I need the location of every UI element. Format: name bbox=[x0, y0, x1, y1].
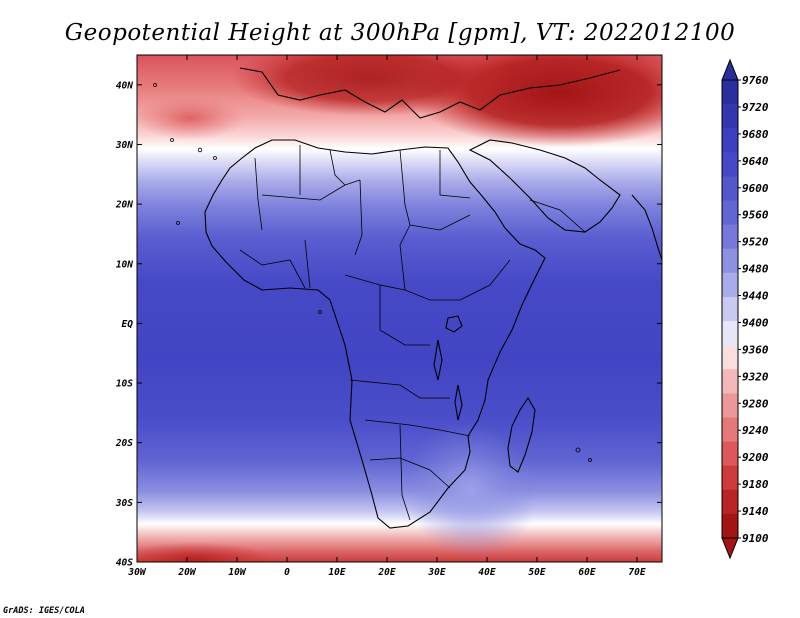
lat-tick-label: 10S bbox=[116, 379, 133, 390]
lon-tick-label: 70E bbox=[628, 567, 645, 578]
high-anomaly-northwest bbox=[137, 96, 245, 140]
lon-tick-label: 50E bbox=[528, 567, 545, 578]
colorbar-swatch bbox=[722, 369, 738, 394]
lat-tick-label: 20S bbox=[115, 438, 133, 449]
lon-tick-label: 20W bbox=[177, 567, 196, 578]
colorbar-swatch bbox=[722, 321, 738, 346]
colorbar-label: 9480 bbox=[742, 263, 769, 276]
longitude-axis: 30W 20W 10W 0 10E 20E 30E 40E 50E 60E 70E bbox=[127, 55, 646, 578]
colorbar-label: 9720 bbox=[742, 101, 769, 114]
colorbar-label: 9600 bbox=[742, 182, 769, 195]
arabia-coastline bbox=[468, 139, 621, 233]
lat-tick-label: 40N bbox=[116, 80, 133, 91]
india-coastline bbox=[631, 194, 662, 261]
colorbar-label: 9200 bbox=[742, 451, 769, 464]
colorbar-swatch bbox=[722, 80, 738, 105]
colorbar-swatch bbox=[722, 272, 738, 298]
colorbar-swatch bbox=[722, 248, 738, 274]
colorbar-label: 9360 bbox=[742, 343, 769, 356]
lon-tick-label: 20E bbox=[377, 567, 395, 578]
colorbar-swatch bbox=[722, 152, 738, 177]
colorbar-label: 9140 bbox=[742, 505, 769, 518]
pale-tongue-southeast bbox=[403, 421, 537, 559]
colorbar-top-arrow bbox=[721, 58, 739, 81]
colorbar-label: 9680 bbox=[742, 128, 769, 141]
high-anomaly-southwest bbox=[137, 542, 275, 562]
colorbar-swatch bbox=[722, 296, 738, 322]
map-plot-area bbox=[137, 55, 662, 562]
colorbar-swatch bbox=[722, 465, 738, 491]
colorbar-swatch bbox=[722, 513, 738, 539]
colorbar-swatch bbox=[722, 224, 738, 250]
lake-tanganyika bbox=[433, 339, 443, 381]
high-anomaly-north-central bbox=[230, 55, 510, 116]
colorbar-label: 9440 bbox=[742, 290, 769, 303]
country-borders bbox=[239, 145, 586, 521]
latitude-axis: 40S 30S 20S 10S EQ 10N 20N 30N 40N bbox=[115, 80, 662, 569]
lon-tick-label: 0 bbox=[284, 567, 290, 578]
europe-coastline bbox=[239, 67, 621, 119]
islands bbox=[153, 83, 592, 462]
lon-tick-label: 30E bbox=[427, 567, 445, 578]
colorbar-swatch bbox=[722, 104, 738, 129]
colorbar-label: 9760 bbox=[742, 74, 769, 87]
colorbar-label: 9560 bbox=[742, 209, 769, 222]
colorbar-label: 9520 bbox=[742, 236, 769, 249]
lon-tick-label: 10W bbox=[228, 567, 246, 578]
madagascar-coastline bbox=[507, 396, 536, 473]
colorbar-swatch bbox=[722, 128, 738, 153]
lat-tick-label: 30N bbox=[115, 140, 133, 151]
colorbar: 9760 9720 9680 9640 9600 9560 9520 9480 9440 9400… bbox=[721, 58, 769, 560]
credit-label: GrADS: IGES/COLA bbox=[3, 606, 85, 616]
africa-coastline bbox=[204, 139, 546, 529]
colorbar-label: 9100 bbox=[742, 532, 769, 545]
colorbar-label: 9180 bbox=[742, 478, 769, 491]
colorbar-label: 9280 bbox=[742, 397, 769, 410]
colorbar-swatch bbox=[722, 489, 738, 515]
lon-tick-label: 40E bbox=[478, 567, 495, 578]
colorbar-swatch bbox=[722, 441, 738, 466]
colorbar-swatch bbox=[722, 393, 738, 418]
colorbar-swatch bbox=[722, 417, 738, 442]
colorbar-label: 9240 bbox=[742, 424, 769, 437]
colorbar-label: 9320 bbox=[742, 370, 769, 383]
colorbar-bottom-arrow bbox=[721, 537, 739, 560]
coastlines bbox=[204, 67, 662, 529]
lat-tick-label: 20N bbox=[115, 200, 133, 211]
lon-tick-label: 10E bbox=[328, 567, 345, 578]
lat-tick-label: 40S bbox=[116, 558, 133, 569]
lon-tick-label: 30W bbox=[127, 567, 146, 578]
colorbar-swatch bbox=[722, 176, 738, 201]
lon-tick-label: 60E bbox=[578, 567, 595, 578]
colorbar-swatch bbox=[722, 345, 738, 370]
lake-victoria bbox=[445, 315, 463, 333]
colorbar-label: 9400 bbox=[742, 316, 769, 329]
lat-tick-label: EQ bbox=[122, 319, 134, 330]
lat-tick-label: 30S bbox=[115, 498, 133, 509]
lat-tick-label: 10N bbox=[116, 259, 133, 270]
colorbar-label: 9640 bbox=[742, 155, 769, 168]
lake-malawi bbox=[454, 384, 463, 421]
plot-frame bbox=[136, 54, 663, 563]
colorbar-swatch bbox=[722, 200, 738, 225]
map-title: Geopotential Height at 300hPa [gpm], VT:… bbox=[65, 20, 735, 46]
